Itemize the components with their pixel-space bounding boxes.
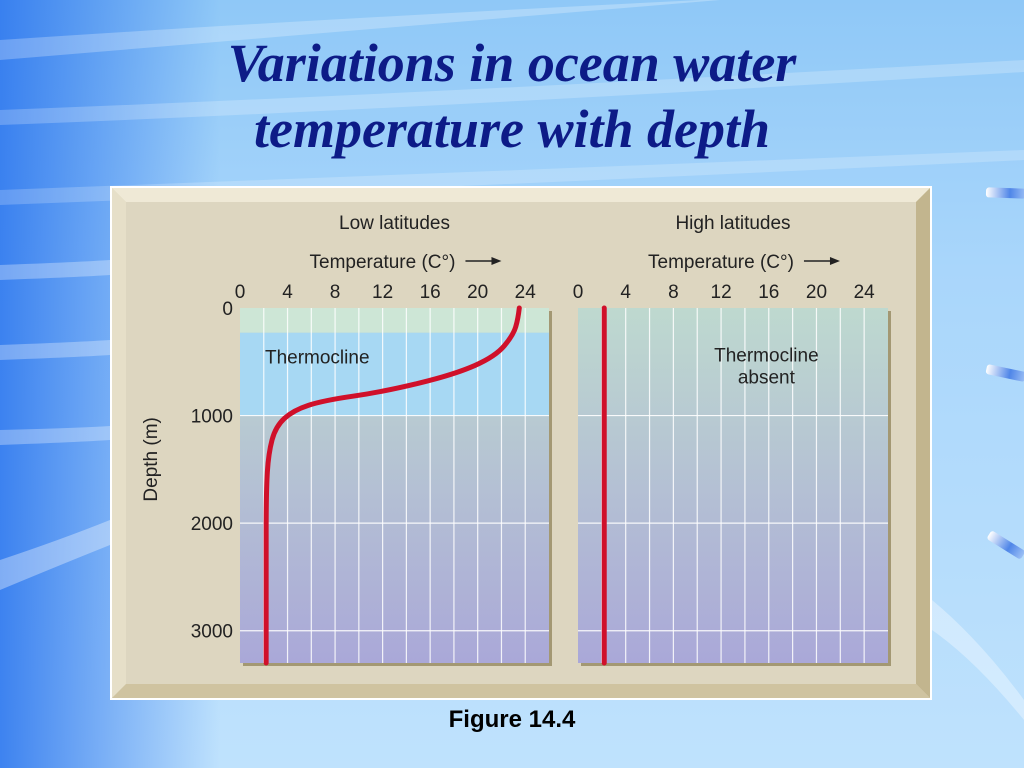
- x-tick-label: 20: [806, 282, 827, 303]
- thermocline-band: [240, 332, 549, 416]
- slide-title: Variations in ocean water temperature wi…: [0, 30, 1024, 162]
- plot-area: [578, 308, 888, 663]
- surface-band: [240, 308, 549, 333]
- temperature-curve: [263, 305, 522, 666]
- x-axis-label: Temperature (C°): [310, 252, 456, 273]
- x-tick-label: 12: [372, 282, 393, 303]
- x-tick-label: 0: [573, 282, 584, 303]
- figure-frame: Low latitudes Temperature (C°) 0 4 8 12 16 20 24…: [110, 186, 932, 700]
- thermocline-label: Thermocline: [714, 345, 819, 366]
- x-tick-label: 16: [758, 282, 779, 303]
- panel-title: Low latitudes: [339, 213, 450, 234]
- x-tick-label: 20: [467, 282, 488, 303]
- x-tick-label: 24: [854, 282, 876, 303]
- x-tick-label: 24: [515, 282, 537, 303]
- x-axis-arrowhead-icon: [491, 257, 502, 265]
- thermocline-label: Thermocline: [265, 347, 370, 368]
- x-tick-label: 16: [420, 282, 441, 303]
- frame-bevel-top: [112, 188, 930, 202]
- frame-bevel-right: [916, 188, 930, 698]
- x-tick-label: 12: [711, 282, 732, 303]
- x-tick-label: 4: [620, 282, 631, 303]
- figure-caption: Figure 14.4: [448, 706, 576, 733]
- title-line-2: temperature with depth: [253, 99, 771, 159]
- x-axis-label: Temperature (C°): [648, 252, 794, 273]
- absent-label: absent: [738, 367, 796, 388]
- temperature-depth-chart: Low latitudes Temperature (C°) 0 4 8 12 16 20 24…: [112, 188, 930, 698]
- x-tick-label: 8: [668, 282, 679, 303]
- x-axis-arrowhead-icon: [829, 257, 840, 265]
- title-line-1: Variations in ocean water: [227, 33, 797, 93]
- y-tick-label: 3000: [191, 622, 233, 643]
- panel-title: High latitudes: [675, 213, 790, 234]
- frame-bevel-left: [112, 188, 126, 698]
- x-tick-label: 0: [235, 282, 246, 303]
- x-tick-label: 4: [282, 282, 293, 303]
- y-tick-label: 0: [222, 299, 233, 320]
- frame-bevel-bottom: [112, 684, 930, 698]
- y-tick-label: 2000: [191, 514, 233, 535]
- y-tick-label: 1000: [191, 407, 233, 428]
- x-tick-label: 8: [330, 282, 341, 303]
- y-axis-label: Depth (m): [141, 417, 162, 501]
- decorative-tick: [985, 187, 1024, 199]
